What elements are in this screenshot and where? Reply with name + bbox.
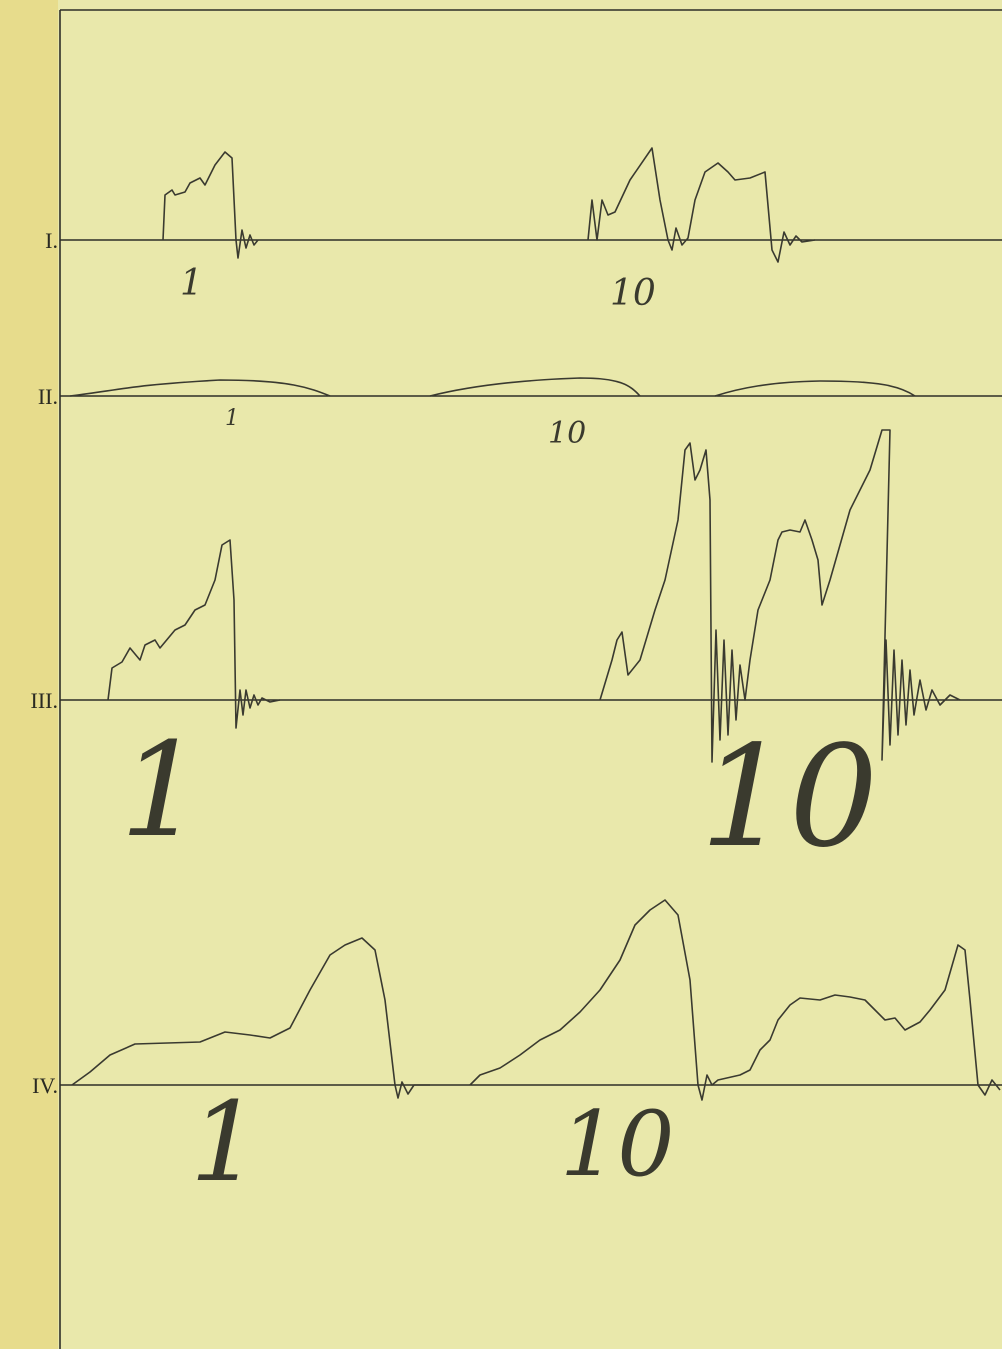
- trace: [469, 899, 1001, 1101]
- trace: [71, 937, 430, 1099]
- trace: [587, 147, 816, 263]
- trace: [69, 377, 916, 397]
- trace: [162, 151, 259, 259]
- annotation: 10: [560, 1092, 675, 1197]
- trace: [599, 429, 961, 763]
- annotation: 1: [180, 263, 203, 304]
- trace: [107, 539, 281, 729]
- margin: [0, 0, 58, 1349]
- annotation: 1: [120, 714, 203, 866]
- annotation: 10: [700, 716, 878, 879]
- trace-label: IV.: [32, 1073, 58, 1098]
- annotation: 10: [548, 416, 586, 451]
- annotation: 10: [610, 273, 656, 314]
- trace-label: III.: [31, 688, 58, 713]
- trace-label: II.: [38, 384, 58, 409]
- annotation: 1: [225, 406, 239, 431]
- annotation: 1: [190, 1078, 260, 1206]
- plate: [58, 0, 1002, 1349]
- trace-label: I.: [45, 228, 58, 253]
